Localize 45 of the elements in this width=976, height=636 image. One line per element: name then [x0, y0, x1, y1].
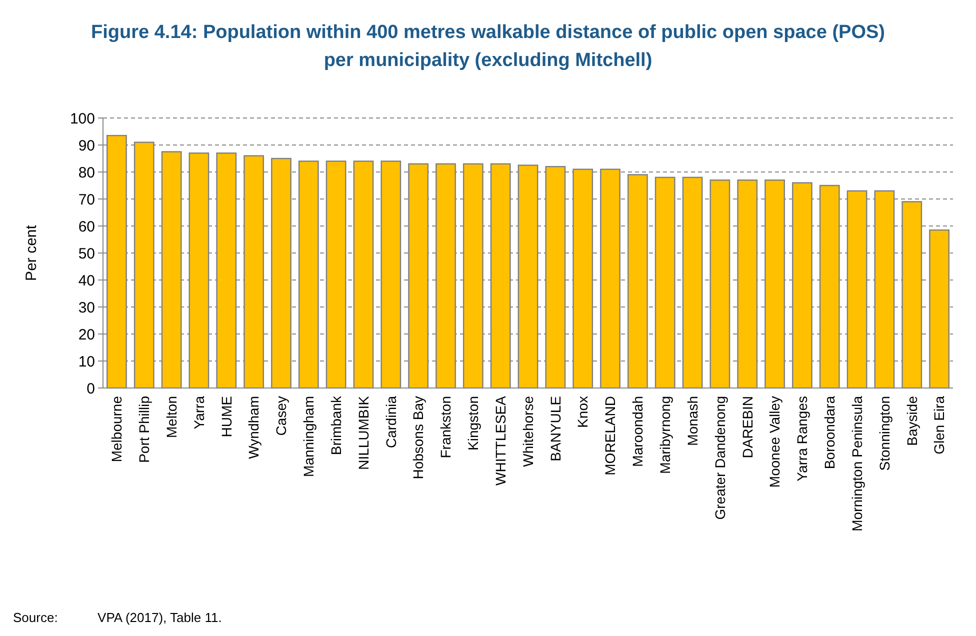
x-tick-label: BANYULE — [547, 396, 564, 462]
x-tick-label: Kingston — [465, 396, 482, 450]
x-tick-label: Yarra — [190, 396, 207, 430]
x-tick-label: Greater Dandenong — [712, 396, 728, 520]
x-tick-label: Yarra Ranges — [794, 396, 810, 482]
x-tick-label: Wyndham — [246, 396, 262, 459]
x-tick-label: Monash — [684, 396, 700, 446]
x-tick-label: Cardinia — [382, 396, 399, 448]
y-tick-label: 20 — [78, 326, 95, 344]
y-tick-label: 100 — [70, 110, 95, 128]
x-tick-label: Maroondah — [630, 396, 646, 467]
y-tick-label: 30 — [78, 299, 95, 316]
y-tick-label: 70 — [78, 191, 95, 208]
y-tick-label: 50 — [78, 245, 95, 262]
y-tick-label: 10 — [78, 353, 95, 370]
x-tick-label: Hobsons Bay — [410, 396, 426, 480]
x-tick-label: Knox — [574, 396, 591, 428]
y-tick-label: 40 — [78, 272, 95, 290]
x-tick-label: Whitehorse — [520, 396, 536, 467]
x-tick-label: Casey — [273, 396, 290, 436]
y-tick-label: 90 — [78, 137, 95, 154]
y-tick-label: 60 — [78, 218, 95, 236]
source-note: Source: VPA (2017), Table 11. — [13, 610, 222, 625]
y-tick-label: 80 — [78, 164, 95, 182]
x-tick-label: Melbourne — [108, 396, 125, 462]
x-tick-label: Moonee Valley — [766, 396, 783, 488]
x-tick-label: DAREBIN — [739, 396, 756, 458]
x-tick-label: Maribyrnong — [656, 396, 673, 474]
x-tick-label: Glen Eira — [931, 396, 948, 454]
x-tick-label: HUME — [218, 396, 234, 438]
y-axis-title: Per cent — [23, 224, 40, 281]
x-tick-label: MORELAND — [602, 396, 618, 476]
x-tick-label: Bayside — [904, 396, 920, 446]
x-tick-label: Manningham — [300, 396, 317, 477]
x-tick-label: Port Phillip — [136, 396, 152, 463]
x-tick-label: Brimbank — [328, 395, 344, 456]
x-tick-label: WHITTLESEA — [492, 395, 508, 486]
y-tick-label: 0 — [86, 380, 95, 398]
x-tick-label: Mornington Peninsula — [848, 396, 865, 532]
chart-title: Figure 4.14: Population within 400 metres walkable distance of public open space (POS) per municipality (excluding Mitchell) — [91, 22, 885, 71]
x-tick-label: Stonnington — [876, 396, 892, 471]
x-tick-label: Boroondara — [822, 396, 838, 470]
x-tick-label: Melton — [163, 396, 180, 438]
x-tick-label: Frankston — [438, 396, 454, 458]
x-tick-label: NILLUMBIK — [355, 395, 372, 470]
